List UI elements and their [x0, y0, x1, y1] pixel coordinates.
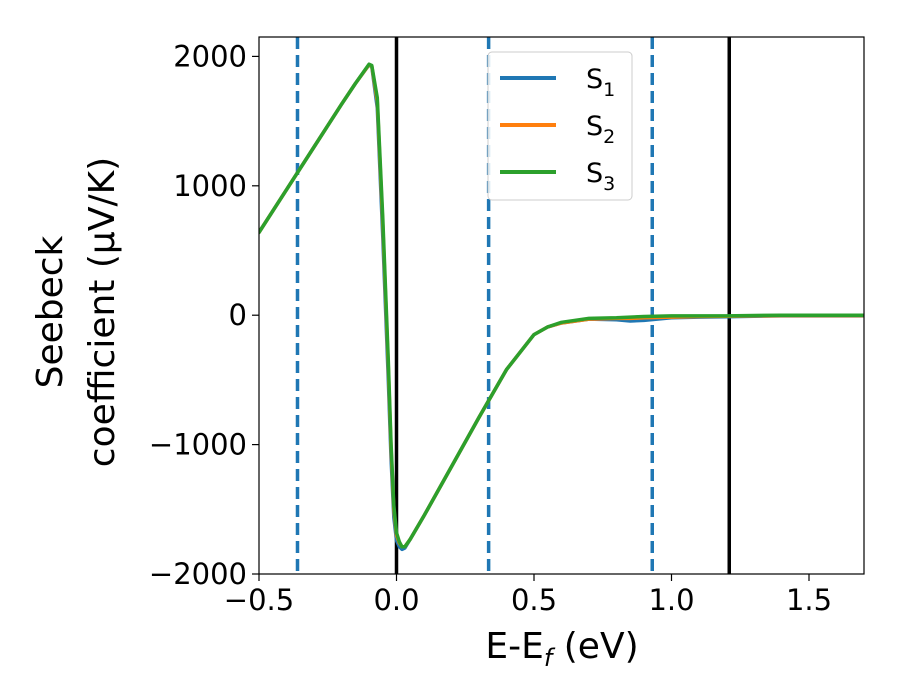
- legend: S1 S2 S3: [487, 51, 633, 201]
- legend-label-S1: S1: [586, 64, 615, 101]
- series-line-S3: [259, 62, 864, 549]
- series-lines: [259, 62, 864, 552]
- x-axis-ticks: −0.5 0.0 0.5 1.0 1.5: [224, 574, 832, 617]
- plot-frame: [258, 36, 865, 575]
- y-tick-label: 1000: [173, 169, 247, 203]
- legend-label-S2: S2: [586, 111, 615, 148]
- x-axis-label: E-Ef (eV): [485, 626, 638, 672]
- y-axis-ticks: −2000 −1000 0 1000 2000: [149, 39, 259, 591]
- y-axis-label: Seebeck coefficient (μV/K): [30, 157, 123, 467]
- legend-box: [487, 51, 633, 201]
- x-tick-label: 1.5: [786, 583, 832, 617]
- y-axis-label-line2: coefficient (μV/K): [82, 157, 123, 467]
- x-tick-label: −0.5: [224, 583, 294, 617]
- y-tick-label: 2000: [173, 39, 247, 73]
- x-tick-label: 0.5: [511, 583, 557, 617]
- x-tick-label: 1.0: [648, 583, 694, 617]
- y-tick-label: −1000: [149, 428, 247, 462]
- legend-label-S3: S3: [586, 158, 615, 195]
- x-tick-label: 0.0: [373, 583, 419, 617]
- reference-lines: [295, 37, 731, 574]
- y-tick-label: −2000: [149, 557, 247, 591]
- y-axis-label-line1: Seebeck: [30, 235, 71, 388]
- y-tick-label: 0: [229, 298, 247, 332]
